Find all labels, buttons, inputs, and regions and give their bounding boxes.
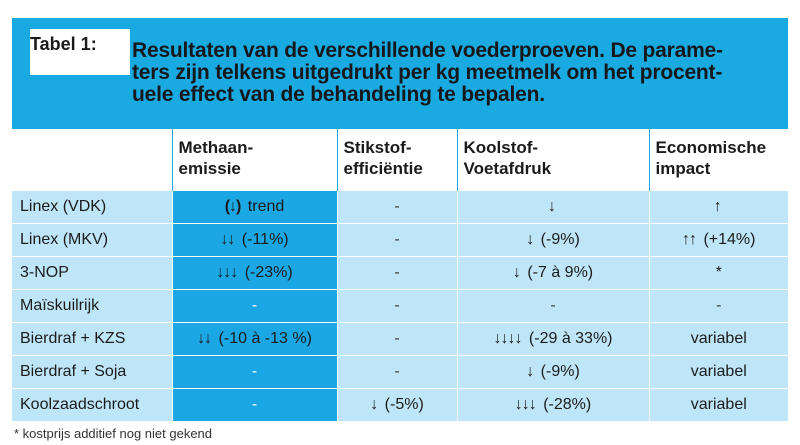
- cell-text: (-10 à -13 %): [214, 330, 312, 347]
- cell-text: -: [251, 363, 258, 380]
- row-label: Bierdraf + Soja: [12, 355, 173, 389]
- table-cell: -: [337, 256, 458, 290]
- arrow-down-icon: (↓): [224, 197, 242, 215]
- table-cell: -: [172, 355, 338, 389]
- cell-text: -: [394, 363, 400, 380]
- arrow-up-icon: ↑↑: [682, 231, 697, 248]
- cell-text: (-9%): [536, 231, 580, 248]
- arrow-down-icon: ↓: [548, 197, 556, 215]
- table-number-label: Tabel 1:: [30, 34, 97, 54]
- results-table: Methaan-emissie Stikstof-efficiëntie Koo…: [12, 128, 788, 422]
- cell-text: -: [394, 231, 400, 248]
- header-row: Methaan-emissie Stikstof-efficiëntie Koo…: [12, 128, 788, 191]
- header-koolstof: Koolstof- Voetafdruk: [457, 128, 650, 191]
- table-cell: -: [337, 223, 458, 257]
- table-cell: variabel: [649, 388, 788, 422]
- table-cell: *: [649, 256, 788, 290]
- table-cell: ↓ (-9%): [457, 355, 650, 389]
- table-cell: -: [337, 289, 458, 323]
- arrow-down-icon: ↓↓: [220, 231, 235, 248]
- arrow-down-icon: ↓↓↓↓: [493, 330, 522, 347]
- table-cell: ↑: [649, 190, 788, 224]
- table-cell: ↓↓ (-11%): [172, 223, 338, 257]
- cell-text: (-29 à 33%): [524, 330, 613, 347]
- cell-text: variabel: [690, 330, 747, 347]
- cell-text: -: [251, 297, 258, 314]
- cell-text: -: [550, 297, 556, 314]
- cell-text: (-28%): [538, 396, 592, 413]
- table-cell: variabel: [649, 355, 788, 389]
- cell-text: -: [716, 297, 722, 314]
- title-line: Resultaten van de verschillende voederpr…: [132, 39, 723, 62]
- table-row: Linex (VDK) (↓) trend - ↓ ↑: [12, 190, 788, 224]
- table-cell: ↓↓ (-10 à -13 %): [172, 322, 338, 356]
- header-methaan: Methaan-emissie: [172, 128, 338, 191]
- table-cell: -: [172, 388, 338, 422]
- table-cell: ↓ (-5%): [337, 388, 458, 422]
- table-cell: ↓↓↓↓ (-29 à 33%): [457, 322, 650, 356]
- title-line: uele effect van de behandeling te bepale…: [132, 83, 545, 106]
- row-label: Koolzaadschroot: [12, 388, 173, 422]
- footnote: * kostprijs additief nog niet gekend: [14, 426, 213, 441]
- cell-text: (-11%): [237, 231, 289, 248]
- table-cell: (↓) trend: [172, 190, 338, 224]
- title-line: ters zijn telkens uitgedrukt per kg meet…: [132, 61, 723, 84]
- table-cell: -: [337, 355, 458, 389]
- row-label: Maïskuilrijk: [12, 289, 173, 323]
- arrow-down-icon: ↓↓↓: [514, 396, 537, 413]
- table-cell: ↓: [457, 190, 650, 224]
- cell-text: -: [394, 264, 400, 281]
- row-label: Linex (MKV): [12, 223, 173, 257]
- table-row: Linex (MKV) ↓↓ (-11%) - ↓ (-9%) ↑↑ (+14%): [12, 223, 788, 257]
- cell-text: -: [394, 330, 400, 347]
- table-cell: -: [337, 190, 458, 224]
- table-cell: variabel: [649, 322, 788, 356]
- table-cell: ↓↓↓ (-23%): [172, 256, 338, 290]
- table-cell: ↓ (-7 à 9%): [457, 256, 650, 290]
- cell-text: *: [715, 264, 722, 281]
- table-cell: -: [337, 322, 458, 356]
- row-label: Bierdraf + KZS: [12, 322, 173, 356]
- cell-text: (-23%): [240, 264, 293, 281]
- table-row: Koolzaadschroot - ↓ (-5%) ↓↓↓ (-28%) variabe…: [12, 388, 788, 422]
- table-cell: ↓↓↓ (-28%): [457, 388, 650, 422]
- table-cell: -: [172, 289, 338, 323]
- arrow-down-icon: ↓: [526, 231, 534, 248]
- table-title: Resultaten van de verschillende voederpr…: [132, 40, 782, 106]
- header-empty: [12, 128, 173, 191]
- arrow-down-icon: ↓: [370, 396, 378, 413]
- cell-text: variabel: [690, 396, 747, 413]
- arrow-down-icon: ↓↓: [197, 330, 212, 347]
- table-row: Bierdraf + KZS ↓↓ (-10 à -13 %) - ↓↓↓↓ (-29…: [12, 322, 788, 356]
- table-cell: -: [649, 289, 788, 323]
- cell-text: (-5%): [380, 396, 424, 413]
- table-row: 3-NOP ↓↓↓ (-23%) - ↓ (-7 à 9%) *: [12, 256, 788, 290]
- arrow-down-icon: ↓: [512, 264, 521, 281]
- cell-text: variabel: [690, 363, 747, 380]
- cell-text: -: [251, 396, 258, 413]
- row-label: Linex (VDK): [12, 190, 173, 224]
- row-label: 3-NOP: [12, 256, 173, 290]
- cell-text: trend: [243, 197, 285, 215]
- table-row: Bierdraf + Soja - - ↓ (-9%) variabel: [12, 355, 788, 389]
- table-header-band: [12, 18, 788, 128]
- table-cell: ↓ (-9%): [457, 223, 650, 257]
- arrow-up-icon: ↑: [713, 197, 722, 215]
- arrow-down-icon: ↓↓↓: [216, 264, 238, 281]
- arrow-down-icon: ↓: [526, 363, 534, 380]
- cell-text: (-9%): [536, 363, 580, 380]
- cell-text: (+14%): [699, 231, 756, 248]
- table-cell: ↑↑ (+14%): [649, 223, 788, 257]
- cell-text: -: [394, 297, 400, 314]
- table-cell: -: [457, 289, 650, 323]
- table-row: Maïskuilrijk - - - -: [12, 289, 788, 323]
- cell-text: -: [394, 197, 400, 215]
- cell-text: (-7 à 9%): [522, 264, 594, 281]
- table-tab: [30, 25, 130, 75]
- header-stikstof: Stikstof-efficiëntie: [337, 128, 458, 191]
- header-economisch: Economische impact: [649, 128, 788, 191]
